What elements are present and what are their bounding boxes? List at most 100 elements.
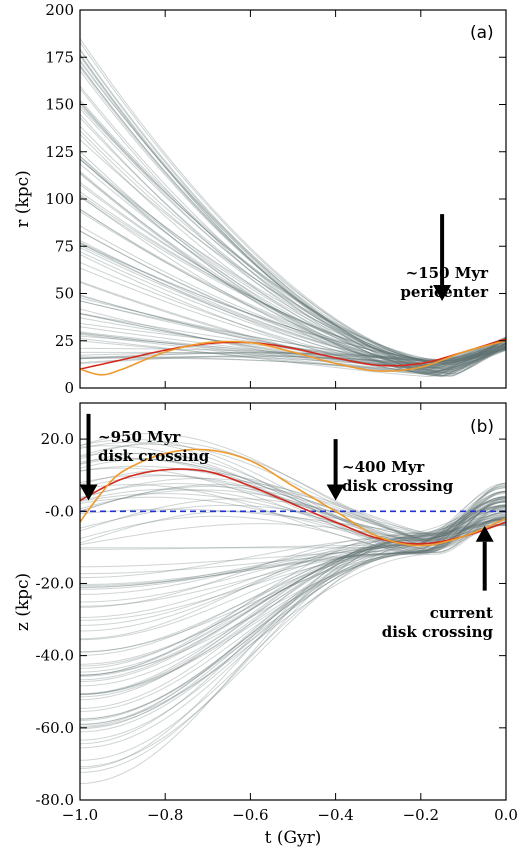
ensemble-line bbox=[80, 247, 506, 368]
highlight-series-a bbox=[80, 338, 506, 376]
ensemble-line bbox=[80, 196, 506, 363]
ensemble-line bbox=[80, 244, 506, 371]
ensemble-line bbox=[80, 333, 506, 375]
ensemble-line bbox=[80, 312, 506, 370]
ensemble-line bbox=[80, 101, 506, 363]
ensemble-line bbox=[80, 340, 506, 377]
ensemble-line bbox=[80, 506, 506, 585]
y-axis-title-b: z (kpc) bbox=[13, 573, 33, 631]
ensemble-line bbox=[80, 521, 506, 749]
ensemble-line bbox=[80, 441, 506, 534]
ensemble-line bbox=[80, 500, 506, 618]
ensemble-line bbox=[80, 498, 506, 669]
ensemble-line bbox=[80, 55, 506, 376]
ensemble-line bbox=[80, 155, 506, 363]
ensemble-line bbox=[80, 477, 506, 538]
ensemble-line bbox=[80, 195, 506, 377]
ensemble-line bbox=[80, 267, 506, 372]
x-tick-label: −0.2 bbox=[403, 806, 439, 824]
ensemble-line bbox=[80, 498, 506, 546]
ensemble-line bbox=[80, 517, 506, 588]
ensemble-line bbox=[80, 485, 506, 632]
ensemble-line bbox=[80, 230, 506, 365]
x-tick-label: 0.0 bbox=[494, 806, 518, 824]
ensemble-line bbox=[80, 337, 506, 378]
red-orbit-line bbox=[80, 338, 506, 370]
ensemble-line bbox=[80, 475, 506, 552]
ensemble-line bbox=[80, 85, 506, 377]
ensemble-line bbox=[80, 173, 506, 378]
ensemble-line bbox=[80, 519, 506, 727]
ensemble-line bbox=[80, 504, 506, 537]
ensemble-line bbox=[80, 511, 506, 665]
ensemble-line bbox=[80, 517, 506, 653]
ensemble-line bbox=[80, 518, 506, 728]
ensemble-line bbox=[80, 523, 506, 701]
ensemble-line bbox=[80, 498, 506, 541]
y-tick-label: 200 bbox=[45, 1, 74, 19]
ensemble-line bbox=[80, 331, 506, 369]
ensemble-line bbox=[80, 490, 506, 555]
ensemble-line bbox=[80, 501, 506, 641]
ensemble-line bbox=[80, 516, 506, 730]
annotation-text: ~950 Myr bbox=[98, 428, 181, 446]
ensemble-line bbox=[80, 524, 506, 667]
annotation-text: disk crossing bbox=[382, 623, 494, 641]
ensemble-line bbox=[80, 251, 506, 373]
ensemble-line bbox=[80, 504, 506, 587]
ensemble-line bbox=[80, 504, 506, 726]
ensemble-line bbox=[80, 497, 506, 720]
ensemble-line bbox=[80, 492, 506, 603]
ensemble-line bbox=[80, 515, 506, 676]
ensemble-line bbox=[80, 151, 506, 373]
y-tick-label: 150 bbox=[45, 96, 74, 114]
ensemble-line bbox=[80, 88, 506, 376]
red-orbit-line bbox=[80, 468, 506, 545]
ensemble-line bbox=[80, 339, 506, 361]
ensemble-line bbox=[80, 495, 506, 626]
ensemble-line bbox=[80, 163, 506, 375]
y-tick-label: 125 bbox=[45, 143, 74, 161]
ensemble-line bbox=[80, 467, 506, 546]
ensemble-line bbox=[80, 108, 506, 370]
ensemble-line bbox=[80, 517, 506, 549]
y-tick-label: -0.0 bbox=[45, 502, 74, 520]
ensemble-line bbox=[80, 519, 506, 695]
ensemble-line bbox=[80, 458, 506, 555]
ensemble-line bbox=[80, 483, 506, 545]
ensemble-line bbox=[80, 509, 506, 608]
ensemble-line bbox=[80, 172, 506, 374]
annotation-text: current bbox=[430, 604, 493, 622]
ticks-b: 20.0 -0.0 -20.0 -40.0 -60.0 -80.0−1.0 −0.8 −0.6… bbox=[36, 403, 518, 824]
annotation-text: disk crossing bbox=[98, 447, 210, 465]
ensemble-line bbox=[80, 445, 506, 537]
ensemble-line bbox=[80, 497, 506, 695]
ensemble-line bbox=[80, 452, 506, 542]
ensemble-line bbox=[80, 159, 506, 372]
ensemble-line bbox=[80, 340, 506, 365]
ensemble-line bbox=[80, 474, 506, 549]
ensemble-line bbox=[80, 170, 506, 373]
ensemble-line bbox=[80, 511, 506, 695]
ensemble-line bbox=[80, 103, 506, 367]
highlight-series-b bbox=[80, 448, 506, 547]
y-tick-label: -80.0 bbox=[36, 791, 74, 809]
ensemble-line bbox=[80, 504, 506, 769]
y-tick-label: 50 bbox=[55, 285, 74, 303]
ensemble-line bbox=[80, 48, 506, 374]
x-tick-label: −0.4 bbox=[317, 806, 353, 824]
ensemble-line bbox=[80, 333, 506, 371]
ensemble-line bbox=[80, 433, 506, 538]
ensemble-line bbox=[80, 524, 506, 656]
annotation-text: disk crossing bbox=[342, 477, 454, 495]
ensemble-line bbox=[80, 443, 506, 542]
ensemble-line bbox=[80, 518, 506, 725]
ticks-a: 0 25 50 75 100 125 150 175 200 bbox=[45, 1, 507, 397]
annotation-arrow-head bbox=[433, 285, 452, 302]
annotation-text: ~150 Myr bbox=[406, 264, 489, 282]
y-tick-label: 75 bbox=[55, 237, 74, 255]
ensemble-line bbox=[80, 508, 506, 579]
ensemble-line bbox=[80, 254, 506, 375]
x-tick-label: −1.0 bbox=[62, 806, 98, 824]
